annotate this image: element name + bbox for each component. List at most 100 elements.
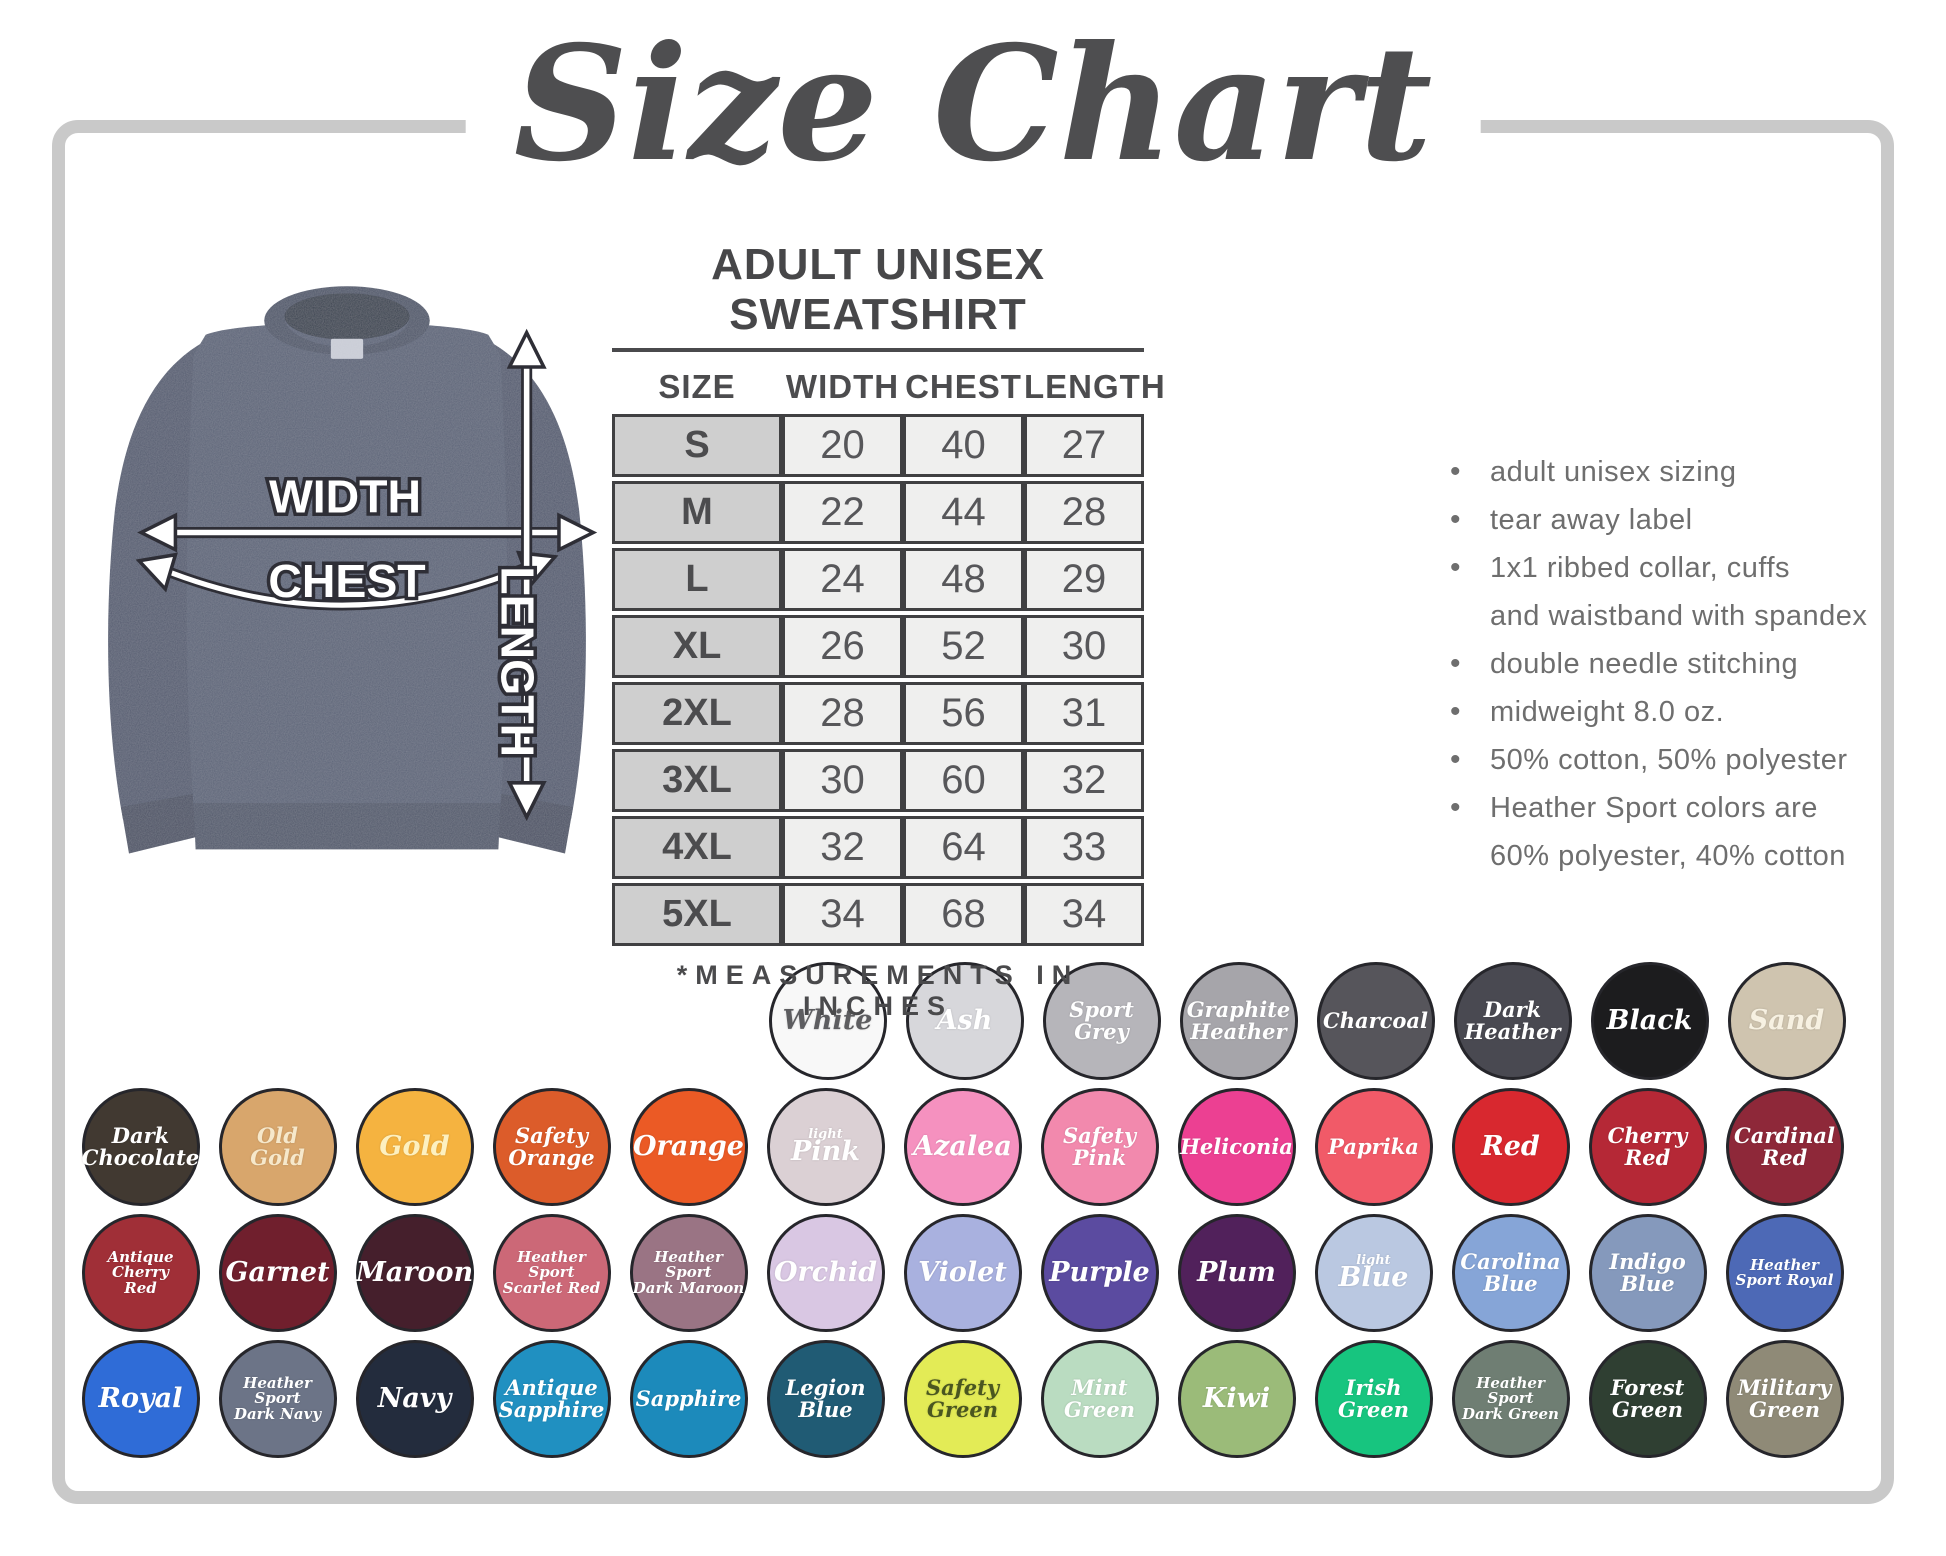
color-label: Orange bbox=[633, 1131, 744, 1163]
swatch-ash: Ash bbox=[896, 962, 1033, 1080]
color-label: Black bbox=[1606, 1005, 1693, 1037]
feature-item: • adult unisex sizing bbox=[1450, 448, 1898, 496]
swatch-black: Black bbox=[1581, 962, 1718, 1080]
bullet-icon: • bbox=[1450, 455, 1462, 488]
swatch-row: White Ash Sport Grey Graphite Heather Charcoal… bbox=[72, 958, 1855, 1084]
swatch-row: Royal Heather Sport Dark Navy Navy Antique Sa… bbox=[72, 1336, 1855, 1462]
color-label: Charcoal bbox=[1322, 1008, 1429, 1034]
swatch-gold: Gold bbox=[346, 1088, 483, 1206]
color-circle: Safety Orange bbox=[492, 1088, 611, 1206]
column-header: WIDTH bbox=[785, 368, 900, 405]
color-circle: Cherry Red bbox=[1588, 1088, 1707, 1206]
swatch-row: Dark Chocolate Old Gold Gold Safety Orange Oran… bbox=[72, 1084, 1855, 1210]
swatch-antique-sapphire: Antique Sapphire bbox=[483, 1340, 620, 1458]
color-label: Safety Green bbox=[925, 1375, 1000, 1422]
swatch-dark-chocolate: Dark Chocolate bbox=[72, 1088, 209, 1206]
value-cell: 20 bbox=[782, 414, 903, 477]
color-label: light Pink bbox=[791, 1127, 860, 1167]
color-circle: Royal bbox=[81, 1340, 200, 1458]
feature-list: • adult unisex sizing • tear away label • 1x1… bbox=[1450, 448, 1898, 880]
swatch-sapphire: Sapphire bbox=[620, 1340, 757, 1458]
color-circle: Mint Green bbox=[1040, 1340, 1159, 1458]
color-circle: Dark Heather bbox=[1453, 962, 1572, 1080]
swatch-dark-heather: Dark Heather bbox=[1444, 962, 1581, 1080]
color-circle: Maroon bbox=[355, 1214, 474, 1332]
color-label: Irish Green bbox=[1338, 1375, 1409, 1422]
swatch-irish-green: Irish Green bbox=[1305, 1340, 1442, 1458]
bullet-icon: • bbox=[1450, 791, 1462, 824]
bullet-icon: • bbox=[1450, 503, 1462, 536]
color-circle: Safety Pink bbox=[1040, 1088, 1159, 1206]
color-circle: White bbox=[768, 962, 887, 1080]
size-cell: 3XL bbox=[612, 749, 782, 812]
value-cell: 30 bbox=[1024, 615, 1144, 678]
color-circle: Plum bbox=[1177, 1214, 1296, 1332]
feature-text: 50% cotton, 50% polyester bbox=[1490, 744, 1848, 776]
color-label: light Blue bbox=[1338, 1253, 1409, 1293]
color-circle: Red bbox=[1451, 1088, 1570, 1206]
value-cell: 22 bbox=[782, 481, 903, 544]
color-label: Sand bbox=[1748, 1005, 1825, 1037]
swatch-sand: Sand bbox=[1718, 962, 1855, 1080]
size-table-columns: SIZE WIDTH CHEST LENGTH bbox=[612, 368, 1166, 406]
color-label: Antique Cherry Red bbox=[107, 1247, 174, 1297]
swatch-forest-green: Forest Green bbox=[1579, 1340, 1716, 1458]
color-label: Gold bbox=[379, 1131, 450, 1163]
color-label: Sapphire bbox=[635, 1386, 742, 1412]
color-circle: Orchid bbox=[766, 1214, 885, 1332]
color-label: Safety Pink bbox=[1062, 1123, 1137, 1170]
size-table-section: ADULT UNISEX SWEATSHIRT SIZE WIDTH CHEST LE… bbox=[612, 240, 1166, 1022]
color-label: Antique Sapphire bbox=[498, 1375, 605, 1422]
value-cell: 52 bbox=[903, 615, 1024, 678]
swatch-red: Red bbox=[1442, 1088, 1579, 1206]
value-cell: 60 bbox=[903, 749, 1024, 812]
color-label: Azalea bbox=[913, 1131, 1012, 1163]
color-label: Red bbox=[1481, 1131, 1540, 1163]
swatch-indigo-blue: Indigo Blue bbox=[1579, 1214, 1716, 1332]
swatch-graphite-heather: Graphite Heather bbox=[1170, 962, 1307, 1080]
color-circle: Black bbox=[1590, 962, 1709, 1080]
value-cell: 30 bbox=[782, 749, 903, 812]
color-circle: Heather Sport Dark Navy bbox=[218, 1340, 337, 1458]
size-cell: 5XL bbox=[612, 883, 782, 946]
swatch-orange: Orange bbox=[620, 1088, 757, 1206]
length-label: LENGTH bbox=[491, 566, 543, 757]
feature-text: adult unisex sizing bbox=[1490, 456, 1737, 488]
bullet-icon: • bbox=[1450, 695, 1462, 728]
width-label: WIDTH bbox=[269, 470, 421, 522]
color-circle: Orange bbox=[629, 1088, 748, 1206]
value-cell: 32 bbox=[1024, 749, 1144, 812]
color-circle: Cardinal Red bbox=[1725, 1088, 1844, 1206]
swatch-row: Antique Cherry Red Garnet Maroon Heather Spor… bbox=[72, 1210, 1855, 1336]
sweatshirt-diagram: WIDTH CHEST LENGTH bbox=[108, 286, 598, 854]
color-label: Plum bbox=[1197, 1257, 1276, 1289]
color-label: Kiwi bbox=[1202, 1383, 1271, 1415]
swatch-plum: Plum bbox=[1168, 1214, 1305, 1332]
swatch-safety-green: Safety Green bbox=[894, 1340, 1031, 1458]
column-header: LENGTH bbox=[1024, 368, 1166, 405]
color-circle: Navy bbox=[355, 1340, 474, 1458]
value-cell: 27 bbox=[1024, 414, 1144, 477]
swatch-kiwi: Kiwi bbox=[1168, 1340, 1305, 1458]
value-cell: 24 bbox=[782, 548, 903, 611]
color-label: Military Green bbox=[1737, 1375, 1832, 1422]
color-label: Cardinal Red bbox=[1734, 1123, 1835, 1170]
feature-item: • Heather Sport colors are 60% polyester, … bbox=[1450, 784, 1898, 880]
swatch-cardinal-red: Cardinal Red bbox=[1716, 1088, 1853, 1206]
color-circle: Antique Sapphire bbox=[492, 1340, 611, 1458]
color-circle: Graphite Heather bbox=[1179, 962, 1298, 1080]
color-label: Violet bbox=[918, 1257, 1007, 1289]
swatch-safety-orange: Safety Orange bbox=[483, 1088, 620, 1206]
color-label: White bbox=[782, 1005, 873, 1037]
color-circle: Garnet bbox=[218, 1214, 337, 1332]
color-label: Heather Sport Scarlet Red bbox=[502, 1247, 601, 1297]
color-circle: Sand bbox=[1727, 962, 1846, 1080]
color-circle: Heliconia bbox=[1177, 1088, 1296, 1206]
value-cell: 29 bbox=[1024, 548, 1144, 611]
length-arrow bbox=[506, 328, 547, 822]
value-cell: 34 bbox=[1024, 883, 1144, 946]
title-block: Size Chart bbox=[465, 0, 1481, 223]
color-label: Heather Sport Dark Maroon bbox=[632, 1247, 745, 1297]
swatch-heather-sport-dark-green: Heather Sport Dark Green bbox=[1442, 1340, 1579, 1458]
color-label: Maroon bbox=[355, 1257, 474, 1289]
